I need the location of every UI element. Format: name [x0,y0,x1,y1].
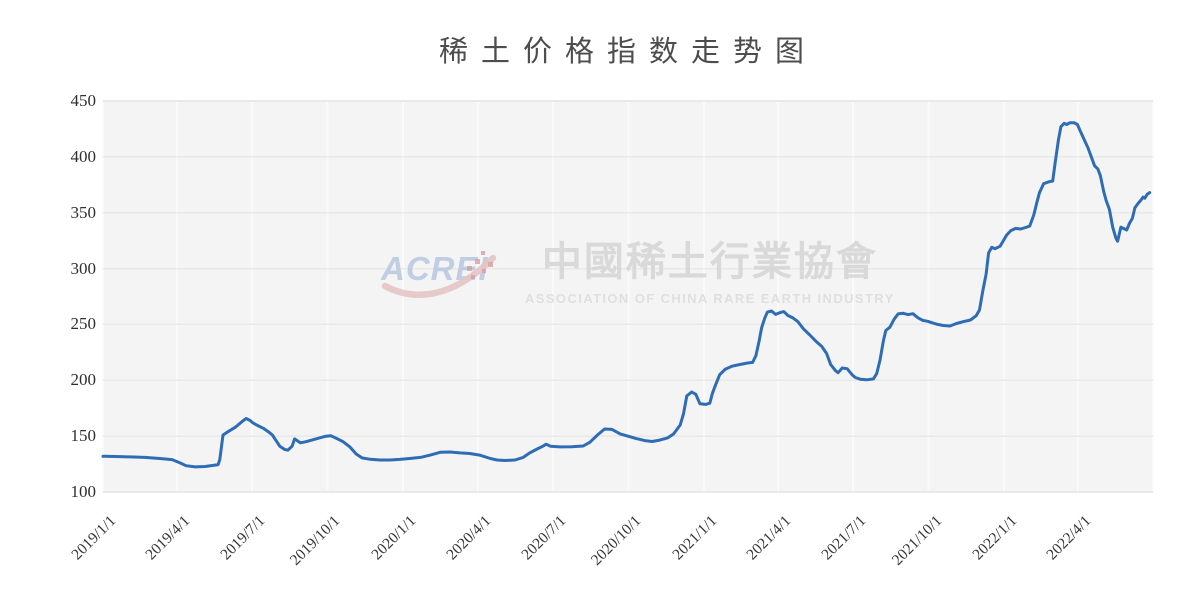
y-tick-label: 250 [70,314,97,334]
price-index-line [101,121,1152,469]
y-tick-label: 200 [70,370,97,390]
rare-earth-index-chart: 稀土价格指数走势图 ACREI 中國稀土行業協會 ASSOCIATION OF … [68,36,1154,569]
page-title: 稀土价格指数走势图 [438,36,817,68]
y-tick-label: 450 [70,91,97,110]
price-index-line-layer [101,121,1152,469]
y-tick-label: 400 [70,146,97,166]
y-tick-label: 350 [70,202,97,222]
y-tick-label: 100 [70,482,97,501]
plot-background-grid [102,100,1154,493]
y-tick-label: 150 [70,426,97,446]
y-tick-label: 300 [70,258,97,278]
